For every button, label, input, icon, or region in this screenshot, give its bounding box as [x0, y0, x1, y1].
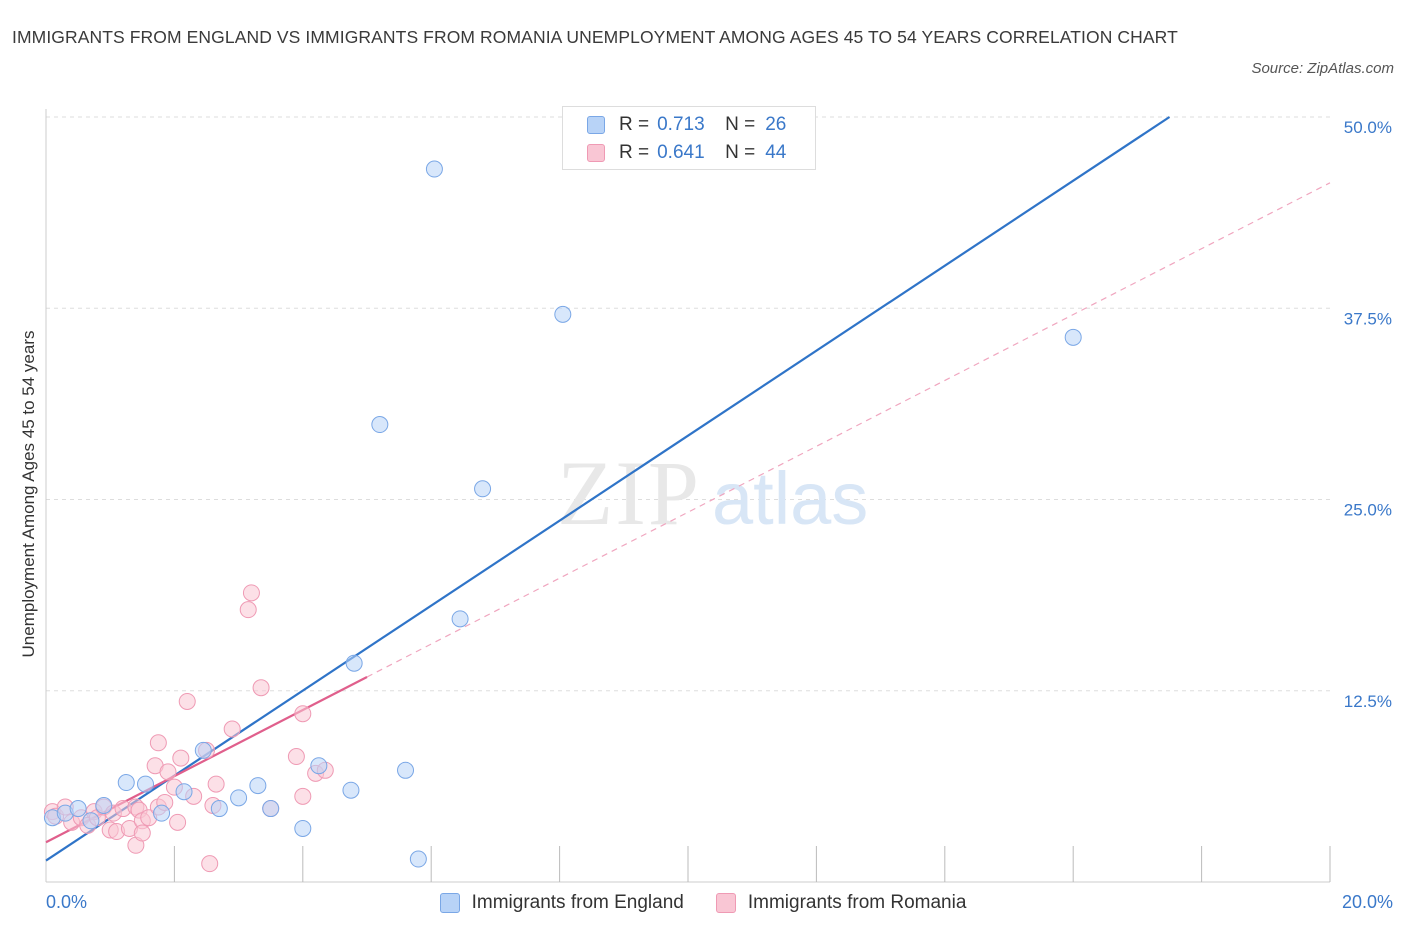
watermark-atlas: atlas: [712, 457, 868, 540]
england-point: [345, 654, 363, 672]
england-n-value: 26: [765, 114, 787, 135]
england-point: [117, 774, 135, 792]
y-tick-label: 50.0%: [1344, 118, 1392, 137]
romania-point: [178, 692, 196, 710]
england-legend-swatch: [439, 893, 460, 913]
england-point: [210, 800, 228, 818]
romania-r-value: 0.641: [657, 142, 705, 163]
england-point: [153, 804, 171, 822]
romania-legend-label: Immigrants from Romania: [747, 892, 967, 913]
england-r-label: R =: [619, 114, 650, 135]
romania-point: [223, 720, 241, 738]
chart-source: Source: ZipAtlas.com: [1251, 60, 1394, 77]
y-tick-label: 12.5%: [1344, 692, 1392, 711]
romania-point: [149, 734, 167, 752]
romania-legend-swatch: [715, 893, 736, 913]
england-point: [425, 160, 443, 178]
romania-point: [172, 749, 190, 767]
england-point: [451, 610, 469, 628]
england-point: [175, 783, 193, 801]
grid-layer: [46, 116, 1330, 692]
england-n-label: N =: [725, 114, 756, 135]
england-point: [371, 416, 389, 434]
romania-point: [294, 705, 312, 723]
romania-n-value: 44: [765, 142, 787, 163]
romania-point: [242, 584, 260, 602]
england-point: [95, 797, 113, 814]
england-point: [262, 800, 280, 818]
labels-layer: 12.5% 25.0% 37.5% 50.0% 0.0% 20.0%: [46, 118, 1393, 912]
y-axis-label: Unemployment Among Ages 45 to 54 years: [19, 331, 38, 658]
romania-trend-extension: [366, 182, 1331, 678]
england-point: [69, 800, 87, 818]
england-point: [342, 781, 360, 799]
y-tick-label: 25.0%: [1344, 501, 1392, 520]
y-tick-label: 37.5%: [1344, 309, 1392, 328]
england-point: [1064, 328, 1082, 346]
x-tick-label: 20.0%: [1342, 892, 1393, 912]
romania-point: [159, 763, 177, 781]
england-point: [137, 775, 155, 793]
x-tick-label: 0.0%: [46, 892, 87, 912]
romania-point: [252, 679, 270, 697]
england-point: [409, 850, 427, 868]
chart-title: IMMIGRANTS FROM ENGLAND VS IMMIGRANTS FR…: [12, 27, 1178, 47]
legend-item-england[interactable]: Immigrants from England: [439, 892, 684, 914]
watermark: ZIP atlas: [557, 442, 868, 544]
romania-point: [287, 748, 305, 766]
romania-point: [207, 775, 225, 793]
watermark-zip: ZIP: [557, 442, 701, 544]
romania-point: [294, 787, 312, 805]
england-point: [554, 305, 572, 323]
england-point: [230, 789, 248, 807]
england-r-value: 0.713: [657, 114, 705, 135]
romania-r-label: R =: [619, 142, 650, 163]
england-swatch: [587, 116, 605, 134]
england-point: [474, 480, 492, 498]
axes-layer: [45, 109, 1331, 883]
england-point: [294, 819, 312, 837]
legend-row-england: R = 0.713 N = 26: [587, 112, 786, 138]
romania-point: [133, 824, 151, 842]
romania-point: [201, 855, 219, 873]
england-point: [310, 757, 328, 775]
england-legend-label: Immigrants from England: [471, 892, 684, 913]
england-point: [249, 777, 267, 795]
romania-point: [169, 813, 187, 831]
legend-item-romania[interactable]: Immigrants from Romania: [715, 892, 967, 914]
england-point: [194, 741, 212, 759]
england-point: [82, 812, 100, 830]
england-point: [397, 761, 415, 779]
romania-n-label: N =: [725, 142, 756, 163]
points-layer: [43, 160, 1082, 873]
legend-row-romania: R = 0.641 N = 44: [587, 140, 786, 166]
romania-point: [239, 601, 257, 619]
series-legend: Immigrants from England Immigrants from …: [0, 888, 1406, 918]
correlation-legend: R = 0.713 N = 26 R = 0.641 N = 44: [562, 106, 816, 170]
romania-swatch: [587, 144, 605, 162]
